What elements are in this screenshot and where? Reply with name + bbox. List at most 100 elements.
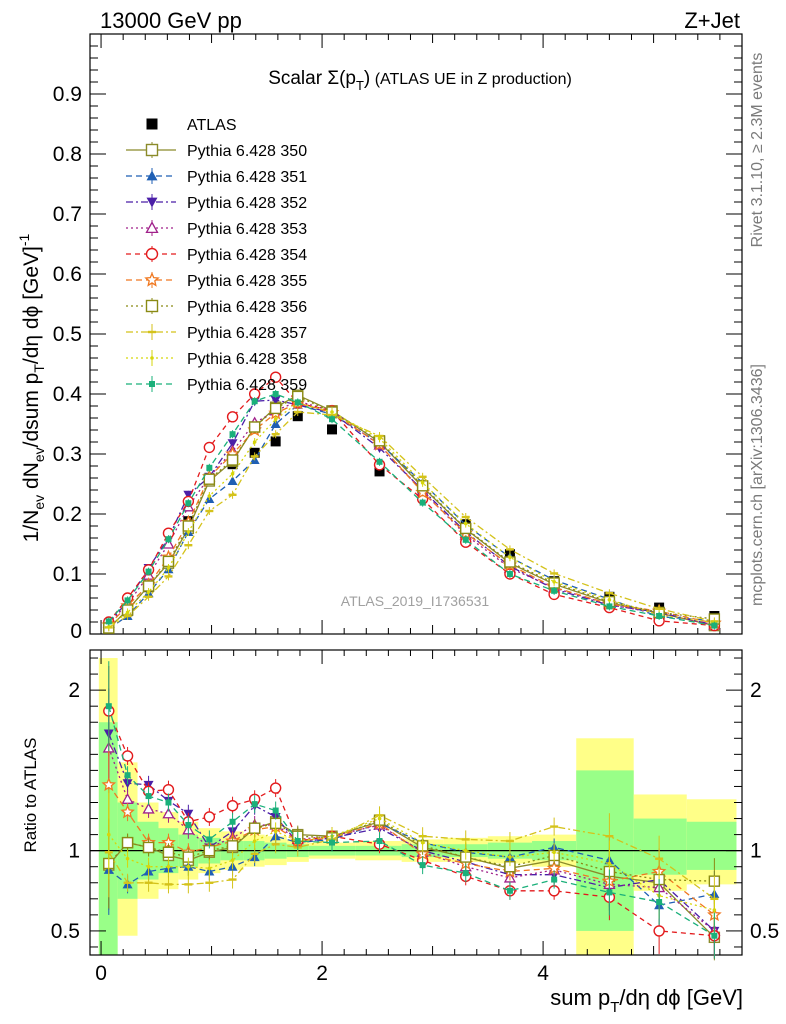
ratio-point [653,925,665,937]
data-point [226,454,239,466]
legend-label: Pythia 6.428 355 [187,273,307,290]
ratio-point [121,750,134,762]
y-tick-label: 0.1 [53,563,82,586]
ratio-point [162,807,175,819]
legend-marker [150,356,154,360]
y-tick-label: 0.3 [53,443,82,466]
legend-item: Pythia 6.428 358 [126,350,307,368]
series-line [108,393,715,627]
data-point [292,411,303,422]
legend-item: Pythia 6.428 351 [126,168,307,186]
ratio-point [656,899,663,906]
series-line [108,400,715,626]
data-point [145,568,152,575]
ratio-y-tick-label-right: 1 [750,840,762,863]
y-axis-label: 1/Nev dNev/dsum pT/dη dϕ [GeV]-1 [16,233,47,542]
ratio-point [121,836,134,849]
data-point [105,618,112,625]
data-point [329,416,336,423]
mcplots-label: mcplots.cern.ch [arXiv:1306.3436] [749,364,766,606]
ratio-point [605,835,614,838]
legend-marker [146,170,158,181]
y-tick-label: 0.2 [53,503,82,526]
legend-label: Pythia 6.428 356 [187,299,307,316]
ratio-point [144,881,153,884]
legend-item: Pythia 6.428 354 [126,246,307,264]
ratio-point [205,881,214,884]
ratio-point [166,864,171,869]
data-point [606,603,613,610]
data-point [248,421,261,433]
header-process: Z+Jet [684,8,740,33]
ratio-point [120,804,135,819]
data-point [327,424,338,435]
legend-label: Pythia 6.428 357 [187,325,307,342]
legend-item: Pythia 6.428 353 [126,220,307,238]
data-point [376,458,383,465]
data-point [146,590,151,594]
legend-item: Pythia 6.428 355 [126,271,307,290]
data-point [273,417,278,422]
ratio-point [229,818,236,825]
y-tick-label: 0.7 [53,203,82,226]
band-green [98,722,118,955]
series-line [108,402,715,626]
ratio-point [186,864,191,869]
ratio-point [272,807,279,814]
x-tick-label: 0 [95,962,107,985]
data-point [227,439,238,449]
ratio-point [203,811,216,823]
data-point [374,466,385,477]
y-tick-label: 0.9 [53,83,82,106]
data-point [270,396,281,405]
ratio-point [606,889,613,896]
ratio-point [329,839,336,846]
legend-marker [145,299,159,313]
data-point [183,490,194,500]
legend-marker [145,143,159,157]
data-point [166,566,171,570]
data-point [162,537,175,549]
ratio-point [271,843,280,846]
ratio-point [185,821,192,828]
header-energy: 13000 GeV pp [100,8,242,33]
ratio-point [550,825,559,828]
data-point [461,515,470,519]
ratio-point [419,862,426,869]
data-point [251,398,258,405]
ratio-y-tick-label: 0.5 [51,920,80,943]
data-point [203,441,216,454]
legend-item: Pythia 6.428 352 [126,194,307,212]
ratio-point [142,802,155,814]
ratio-point [508,855,512,859]
ratio-point [230,858,235,863]
data-point [228,493,237,496]
data-point [271,433,280,436]
data-point [229,431,236,438]
data-point [252,440,257,444]
data-point [272,391,279,397]
legend-label: Pythia 6.428 350 [187,143,307,160]
ratio-point [551,876,558,883]
legend-item: ATLAS [146,117,237,134]
series-10 [105,390,718,630]
data-point [552,580,556,584]
legend-marker [146,197,158,208]
ratio-point [655,857,664,860]
ratio-point [228,878,237,881]
ratio-point [251,801,258,808]
ratio-point [142,841,155,854]
data-point [330,410,334,414]
ratio-point [269,782,282,794]
legend-item: Pythia 6.428 359 [126,376,307,394]
legend-marker [145,247,159,261]
analysis-id-label: ATLAS_2019_I1736531 [341,593,490,609]
ratio-point [463,848,468,853]
ratio-point [273,829,278,834]
ratio-point [146,864,151,869]
legend-item: Pythia 6.428 357 [126,324,307,342]
ratio-point [248,822,261,834]
data-point [230,472,235,476]
data-point [419,499,426,506]
ratio-point [377,816,382,821]
